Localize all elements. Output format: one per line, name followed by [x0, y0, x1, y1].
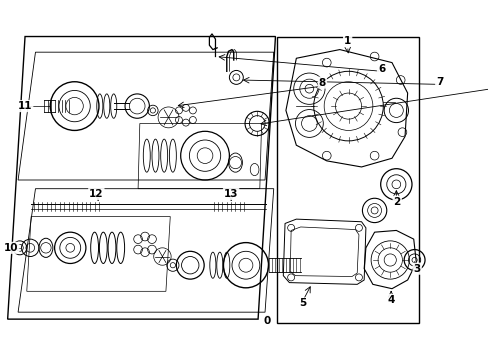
Text: 6: 6 [377, 64, 385, 74]
Text: 3: 3 [413, 264, 420, 274]
Text: 11: 11 [18, 101, 32, 111]
Text: 13: 13 [224, 189, 238, 199]
Text: 4: 4 [386, 295, 394, 305]
Text: 10: 10 [4, 243, 19, 253]
Text: 8: 8 [318, 78, 325, 87]
Text: 1: 1 [344, 36, 350, 46]
Text: 5: 5 [299, 298, 306, 309]
Text: 12: 12 [89, 189, 103, 199]
Text: 0: 0 [263, 316, 270, 326]
Text: o: o [264, 313, 269, 322]
Bar [277, 36, 418, 324]
Text: 7: 7 [435, 77, 443, 87]
Text: 2: 2 [393, 197, 400, 207]
